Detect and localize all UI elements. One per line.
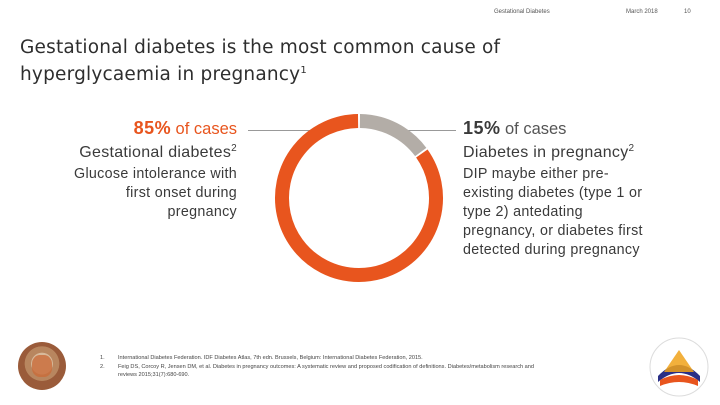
- left-body-line: pregnancy: [167, 204, 237, 220]
- left-leader-line: [248, 130, 310, 131]
- right-heading-ref: 2: [628, 143, 635, 154]
- slice-gestational-diabetes: [275, 114, 443, 282]
- left-percent: 85%: [133, 118, 172, 138]
- page-number: 10: [684, 9, 691, 15]
- donut-chart: [275, 114, 443, 282]
- left-description: Glucose intolerance with first onset dur…: [7, 165, 237, 222]
- left-heading-ref: 2: [231, 143, 237, 154]
- right-heading: Diabetes in pregnancy: [463, 144, 629, 161]
- title-line-2: hyperglycaemia in pregnancy: [20, 64, 301, 85]
- reference-item: 1. International Diabetes Federation. ID…: [100, 354, 538, 363]
- left-heading: Gestational diabetes: [79, 144, 232, 161]
- right-body-line: detected during pregnancy: [463, 242, 640, 258]
- header-topic: Gestational Diabetes: [494, 9, 550, 15]
- right-body-line: DIP maybe either pre-: [463, 166, 609, 182]
- header-date: March 2018: [626, 9, 658, 15]
- reference-item: 2. Feig DS, Corcoy R, Jensen DM, et al. …: [100, 363, 538, 380]
- organization-logo: [649, 337, 709, 397]
- right-body-line: type 2) antedating: [463, 204, 583, 220]
- gestational-diabetes-block: 85% of cases Gestational diabetes2 Gluco…: [7, 118, 237, 222]
- left-body-line: first onset during: [125, 185, 237, 201]
- title-footnote-ref: 1: [300, 65, 307, 76]
- reference-number: 1.: [100, 355, 105, 361]
- state-emblem-logo: [18, 342, 66, 390]
- left-body-line: Glucose intolerance with: [74, 166, 237, 182]
- diabetes-in-pregnancy-block: 15% of cases Diabetes in pregnancy2 DIP …: [463, 118, 703, 260]
- right-body-line: pregnancy, or diabetes first: [463, 223, 643, 239]
- right-description: DIP maybe either pre- existing diabetes …: [463, 165, 703, 260]
- right-leader-line: [398, 130, 456, 131]
- right-body-line: existing diabetes (type 1 or: [463, 185, 643, 201]
- right-percent: 15%: [463, 118, 501, 138]
- slide-title: Gestational diabetes is the most common …: [20, 36, 620, 86]
- reference-text: International Diabetes Federation. IDF D…: [118, 355, 423, 361]
- right-percent-label: of cases: [504, 120, 567, 138]
- title-line-1: Gestational diabetes is the most common …: [20, 37, 501, 58]
- references: 1. International Diabetes Federation. ID…: [100, 354, 538, 380]
- slice-diabetes-in-pregnancy: [359, 114, 427, 157]
- reference-text: Feig DS, Corcoy R, Jensen DM, et al. Dia…: [118, 363, 535, 379]
- left-percent-label: of cases: [175, 120, 237, 138]
- reference-number: 2.: [100, 363, 105, 370]
